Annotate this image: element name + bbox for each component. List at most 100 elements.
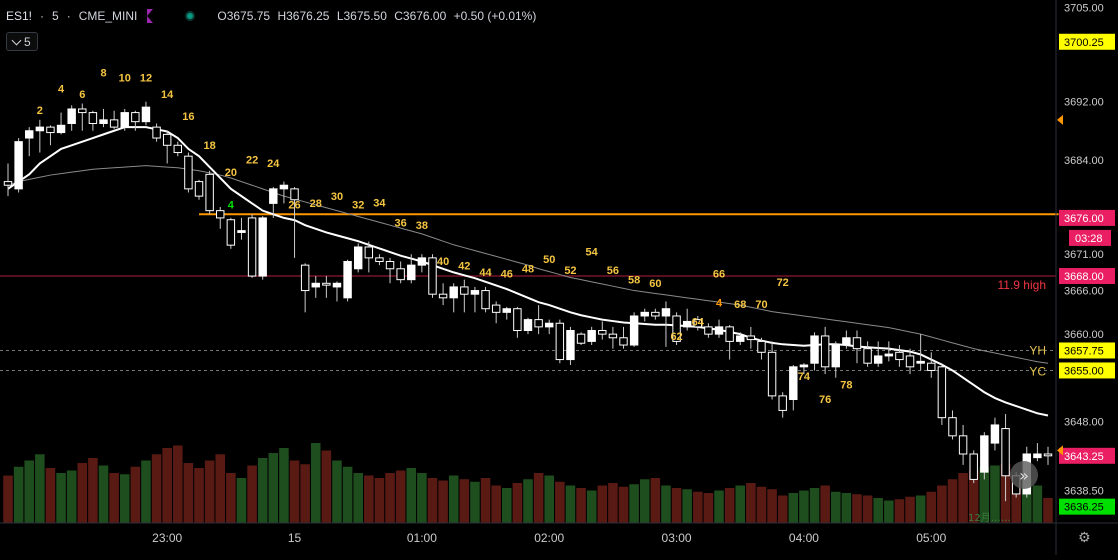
flag-icon[interactable] [147,9,154,23]
price-tag-bg [1059,362,1115,379]
market-status-icon [185,11,196,21]
time-tick-label: 15 [288,531,302,545]
volume-bar [894,499,905,523]
bar-count-label: 10 [119,72,131,84]
candle-body [3,181,13,186]
bar-count-label: 58 [628,274,640,286]
fast-ma-line [7,126,1049,417]
candle-body [173,144,183,154]
volume-bar [374,478,385,523]
candle-body [141,106,151,123]
watermark-text: 12月…… [968,512,1011,524]
line-label: YC [1029,365,1046,379]
bar-count-label: 6 [79,89,85,101]
volume-bar [884,500,894,523]
price-tag-bg [1059,33,1115,50]
candle-body [523,319,533,332]
symbol-name[interactable]: ES1! [6,9,33,23]
candle-body [598,330,607,335]
candle-body [322,282,331,286]
interval-button-label: 5 [24,34,31,49]
candle-body [1001,428,1010,477]
candle-body [820,335,830,368]
bar-count-label: 18 [204,140,216,152]
volume-bar [66,470,77,523]
candle-body [491,304,501,313]
volume-bar [353,473,363,523]
candle-body [385,261,395,270]
bar-count-label: 30 [331,191,343,203]
price-marker-icon [1057,445,1063,456]
candle-body [789,366,798,401]
bar-count-label: 62 [670,331,682,343]
candle-body [629,315,639,346]
time-tick-label: 03:00 [662,531,692,545]
candle-body [661,308,671,317]
candle-body [873,355,883,364]
candle-body [353,246,363,270]
volume-bar [841,493,852,523]
price-tag-label: 3700.25 [1064,37,1104,49]
bar-count-label: 22 [246,154,258,166]
volume-bar [746,483,756,523]
candle-body [205,173,214,212]
candle-body [67,108,76,124]
volume-bar [576,488,586,523]
volume-bar [183,463,194,523]
volume-bar [45,468,56,523]
volume-bar [310,443,321,523]
candle-body [566,330,575,361]
bar-count-label: 38 [416,220,428,232]
volume-bar [300,464,310,523]
candle-body [810,335,819,364]
bar-count-label: 48 [522,263,534,275]
candle-body [46,126,55,134]
symbol-sep-dot: · [40,9,45,23]
scroll-to-latest-button[interactable]: » [1010,461,1038,489]
price-tag-bg [1059,342,1115,359]
interval-button[interactable]: 5 [6,32,38,51]
candle-body [651,311,660,317]
volume-bar [544,475,554,523]
volume-bar [618,486,629,523]
candle-body [290,188,299,201]
candle-body [428,257,437,295]
candle-body [120,112,129,128]
candle-body [460,286,469,295]
volume-bar [215,454,226,523]
candle-body [619,337,628,346]
candle-body [534,319,543,328]
price-tick-label: 3705.00 [1064,2,1104,14]
volume-bar [926,491,937,523]
volume-bar [830,491,841,523]
volume-bar [109,473,119,523]
volume-bar [512,483,523,523]
volume-bar [639,479,650,523]
candle-body [842,337,851,346]
volume-bar [438,480,448,523]
candle-body [863,348,872,364]
volume-bar [448,475,459,523]
candle-body [576,333,586,344]
candle-body [449,286,458,299]
volume-bar [226,473,236,523]
candle-body [672,315,681,342]
candle-body [555,322,565,361]
candle-body [470,290,480,295]
bar-count-label: 54 [586,247,599,259]
bar-count-label: 24 [267,158,280,170]
gear-icon[interactable]: ⚙ [1078,530,1091,546]
volume-bar [937,485,947,523]
volume-bar [533,473,544,523]
volume-bar [714,490,724,523]
bar-count-label: 44 [479,267,492,279]
exchange-label: CME_MINI [78,9,138,23]
line-label: 11.9 high [998,278,1047,292]
price-tag-label: 3676.00 [1064,213,1104,225]
bar-count-label: 26 [288,199,300,211]
bar-count-label: 34 [373,197,386,209]
price-tag-label: 3636.25 [1064,502,1104,514]
price-tick-label: 3638.50 [1064,485,1104,497]
